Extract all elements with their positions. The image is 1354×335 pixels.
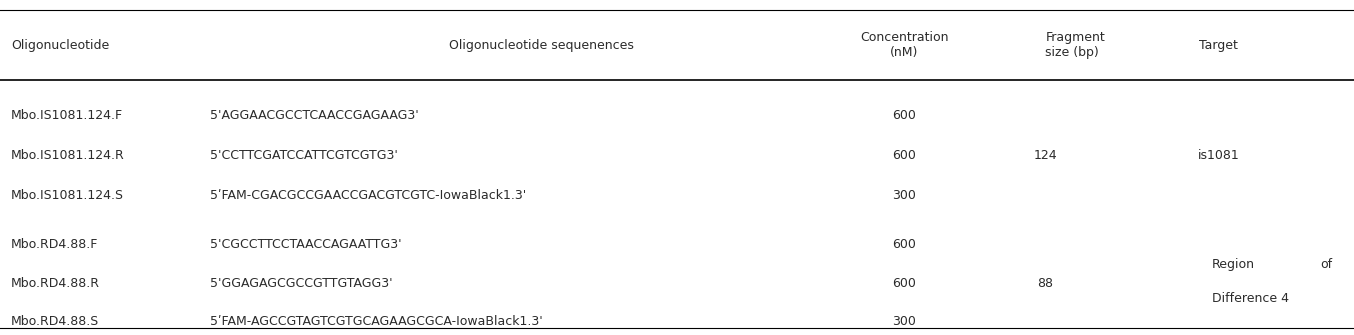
Text: Region: Region xyxy=(1212,258,1255,271)
Text: 88: 88 xyxy=(1037,277,1053,289)
Text: Concentration
(nM): Concentration (nM) xyxy=(860,31,949,59)
Text: 600: 600 xyxy=(892,109,917,122)
Text: 600: 600 xyxy=(892,149,917,162)
Text: Mbo.IS1081.124.S: Mbo.IS1081.124.S xyxy=(11,190,123,202)
Text: Mbo.RD4.88.F: Mbo.RD4.88.F xyxy=(11,238,99,251)
Text: 600: 600 xyxy=(892,277,917,289)
Text: 300: 300 xyxy=(892,190,917,202)
Text: Oligonucleotide sequenences: Oligonucleotide sequenences xyxy=(450,39,634,52)
Text: Difference 4: Difference 4 xyxy=(1212,292,1289,305)
Text: is1081: is1081 xyxy=(1198,149,1239,162)
Text: 5'GGAGAGCGCCGTTGTAGG3': 5'GGAGAGCGCCGTTGTAGG3' xyxy=(210,277,393,289)
Text: Oligonucleotide: Oligonucleotide xyxy=(11,39,110,52)
Text: Mbo.IS1081.124.F: Mbo.IS1081.124.F xyxy=(11,109,123,122)
Text: 5'CCTTCGATCCATTCGTCGTG3': 5'CCTTCGATCCATTCGTCGTG3' xyxy=(210,149,398,162)
Text: 5'CGCCTTCCTAACCAGAATTG3': 5'CGCCTTCCTAACCAGAATTG3' xyxy=(210,238,402,251)
Text: 124: 124 xyxy=(1033,149,1057,162)
Text: 5'AGGAACGCCTCAACCGAGAAG3': 5'AGGAACGCCTCAACCGAGAAG3' xyxy=(210,109,418,122)
Text: Fragment
size (bp): Fragment size (bp) xyxy=(1045,31,1105,59)
Text: 300: 300 xyxy=(892,315,917,328)
Text: Mbo.IS1081.124.R: Mbo.IS1081.124.R xyxy=(11,149,125,162)
Text: Target: Target xyxy=(1200,39,1238,52)
Text: Mbo.RD4.88.R: Mbo.RD4.88.R xyxy=(11,277,100,289)
Text: Mbo.RD4.88.S: Mbo.RD4.88.S xyxy=(11,315,99,328)
Text: of: of xyxy=(1320,258,1332,271)
Text: 5ʹFAM-CGACGCCGAACCGACGTCGTC-IowaBlack1.3': 5ʹFAM-CGACGCCGAACCGACGTCGTC-IowaBlack1.3… xyxy=(210,190,527,202)
Text: 600: 600 xyxy=(892,238,917,251)
Text: 5ʹFAM-AGCCGTAGTCGTGCAGAAGCGCA-IowaBlack1.3': 5ʹFAM-AGCCGTAGTCGTGCAGAAGCGCA-IowaBlack1… xyxy=(210,315,543,328)
